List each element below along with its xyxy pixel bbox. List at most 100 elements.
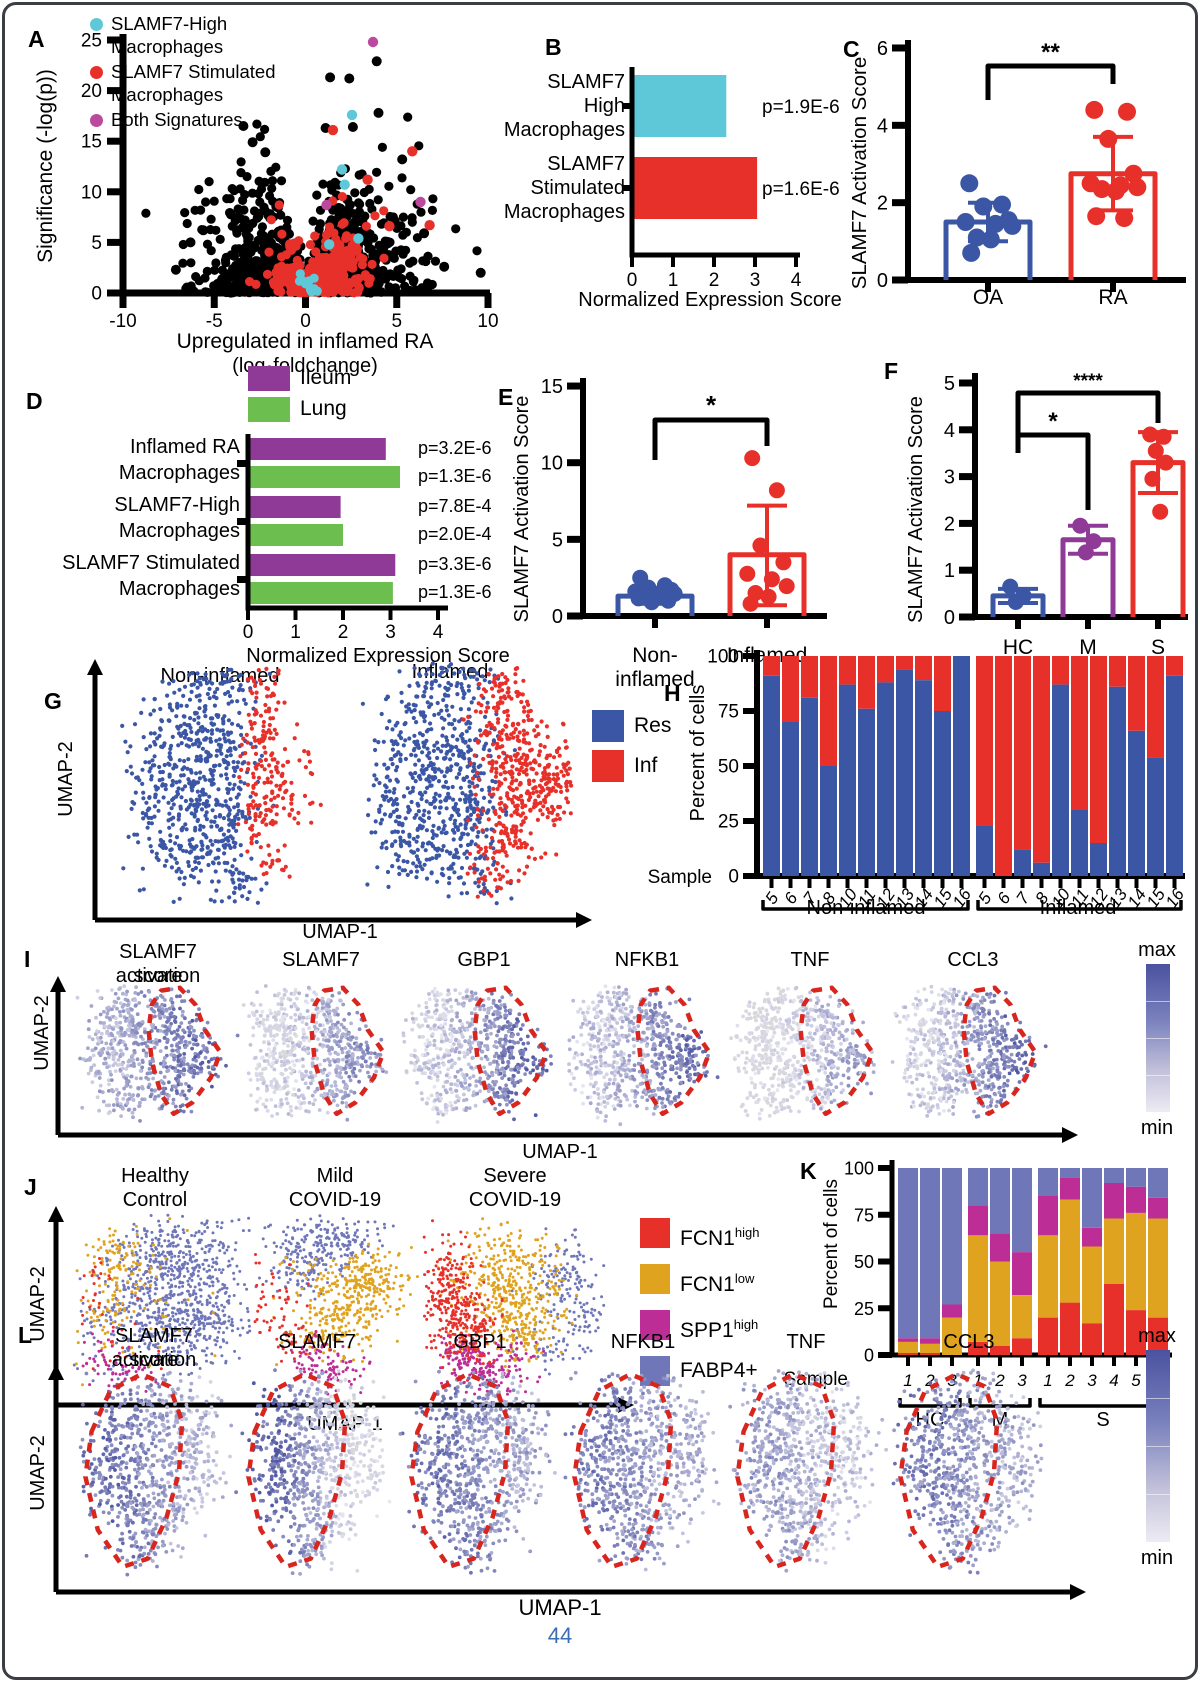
svg-text:2: 2 bbox=[877, 193, 888, 215]
legend-item: FCN1low bbox=[640, 1264, 759, 1300]
svg-text:4: 4 bbox=[791, 270, 802, 291]
panel-a-ylabel: Significance (-log(p)) bbox=[34, 69, 57, 263]
panel-i-colorbar bbox=[1146, 964, 1170, 1112]
fcn1-high-swatch-icon bbox=[640, 1218, 670, 1248]
svg-text:5: 5 bbox=[944, 373, 955, 395]
svg-text:5: 5 bbox=[91, 233, 102, 254]
panel-d-bar-chart: 0 1 2 3 4 bbox=[237, 434, 448, 643]
res-swatch-icon bbox=[592, 710, 624, 742]
panel-l-label: L bbox=[18, 1322, 33, 1348]
panel-d-pvalue: p=3.2E-6 bbox=[418, 438, 492, 458]
colorbar-min-label: min bbox=[1140, 1547, 1174, 1569]
panel-c-xcat: OA bbox=[972, 286, 1004, 309]
panel-h-group: Inflamed bbox=[1039, 897, 1117, 919]
panel-i-title: TNF bbox=[790, 949, 830, 971]
svg-text:5: 5 bbox=[552, 529, 563, 551]
legend-item: SPP1high bbox=[640, 1310, 759, 1346]
svg-text:50: 50 bbox=[718, 757, 739, 778]
panel-l-feature-plots bbox=[48, 1364, 1086, 1600]
res-inf-legend: Res Inf bbox=[592, 710, 671, 784]
svg-text:20: 20 bbox=[81, 81, 102, 102]
svg-text:10: 10 bbox=[477, 311, 498, 332]
svg-text:4: 4 bbox=[433, 622, 444, 643]
legend-item: SLAMF7 Stimulated Macrophages bbox=[90, 60, 276, 106]
panel-f-ylabel: SLAMF7 Activation Score bbox=[905, 396, 927, 623]
legend-item: SLAMF7-High Macrophages bbox=[90, 12, 276, 58]
panel-k-ylabel: Percent of cells bbox=[821, 1179, 842, 1309]
svg-text:10: 10 bbox=[541, 453, 563, 475]
svg-text:75: 75 bbox=[718, 702, 739, 723]
legend-text: SLAMF7 Stimulated bbox=[111, 61, 276, 82]
legend-text: Macrophages bbox=[111, 36, 224, 57]
panel-b-category: SLAMF7 Stimulated Macrophages bbox=[503, 153, 625, 223]
svg-text:15: 15 bbox=[541, 376, 563, 398]
panel-h-label: H bbox=[664, 680, 681, 706]
panel-g-label: G bbox=[44, 688, 62, 714]
panel-i-title: NFKB1 bbox=[614, 949, 680, 971]
panel-l-title: TNF bbox=[786, 1331, 826, 1353]
panel-c-label: C bbox=[843, 36, 860, 62]
svg-text:0: 0 bbox=[552, 606, 563, 628]
panel-e-xcat: Non-inflamed bbox=[615, 644, 695, 691]
svg-text:-10: -10 bbox=[109, 311, 136, 332]
svg-text:0: 0 bbox=[91, 284, 102, 305]
legend-text: SLAMF7-High bbox=[111, 13, 228, 34]
panel-d-legend: Ileum Lung bbox=[248, 366, 351, 424]
colorbar-min-label: min bbox=[1140, 1117, 1174, 1139]
svg-text:-5: -5 bbox=[206, 311, 223, 332]
panel-d-pvalue: p=3.3E-6 bbox=[418, 554, 492, 574]
svg-text:25: 25 bbox=[81, 31, 102, 52]
legend-item: FCN1high bbox=[640, 1218, 759, 1254]
svg-text:3: 3 bbox=[385, 622, 396, 643]
legend-item: Inf bbox=[592, 750, 671, 782]
svg-text:0: 0 bbox=[944, 607, 955, 629]
panel-i-feature-plots bbox=[50, 976, 1078, 1143]
svg-text:**: ** bbox=[1041, 39, 1060, 66]
panel-e-label: E bbox=[498, 384, 514, 410]
panel-i-title: GBP1 bbox=[457, 949, 511, 971]
panel-e-dot-plot: 0 5 10 15 * bbox=[541, 376, 827, 628]
panel-b-xlabel: Normalized Expression Score bbox=[578, 289, 842, 311]
panel-l-subtitle: score bbox=[129, 1349, 179, 1371]
svg-text:3: 3 bbox=[750, 270, 761, 291]
panel-a-label: A bbox=[28, 26, 45, 52]
panel-b-pvalue: p=1.6E-6 bbox=[762, 179, 840, 200]
panel-h-ylabel: Percent of cells bbox=[687, 684, 709, 822]
panel-a-volcano-plot: 0 5 10 15 20 25 -10 -5 0 5 10 bbox=[81, 31, 499, 333]
spp1-high-swatch-icon bbox=[640, 1310, 670, 1340]
panel-j-legend: FCN1high FCN1low SPP1high FABP4+ bbox=[640, 1218, 759, 1388]
svg-text:0: 0 bbox=[243, 622, 254, 643]
lung-swatch-icon bbox=[248, 397, 290, 422]
svg-text:2: 2 bbox=[338, 622, 349, 643]
cyan-dot-icon bbox=[90, 18, 103, 31]
panel-j-title: Healthy Control bbox=[121, 1165, 189, 1211]
panel-g-xlabel: UMAP-1 bbox=[302, 921, 378, 943]
svg-text:0: 0 bbox=[627, 270, 638, 291]
svg-text:1: 1 bbox=[290, 622, 301, 643]
svg-text:3: 3 bbox=[944, 467, 955, 489]
svg-text:6: 6 bbox=[877, 38, 888, 60]
svg-text:4: 4 bbox=[944, 420, 955, 442]
panel-l-title: SLAMF7 bbox=[278, 1331, 356, 1353]
panel-h-group: Non-inflamed bbox=[806, 897, 926, 919]
panel-b-category: SLAMF7 High Macrophages bbox=[503, 71, 625, 141]
ileum-swatch-icon bbox=[248, 366, 290, 391]
svg-text:0: 0 bbox=[728, 867, 739, 888]
svg-text:2: 2 bbox=[944, 513, 955, 535]
panel-k-stacked-bar-chart: 0255075100123123123456 bbox=[844, 1159, 1172, 1408]
svg-text:1: 1 bbox=[668, 270, 679, 291]
panel-d-row-label: SLAMF7-High Macrophages bbox=[114, 494, 240, 542]
panel-l-title: CCL3 bbox=[943, 1331, 995, 1353]
legend-item: Res bbox=[592, 710, 671, 742]
svg-text:2: 2 bbox=[709, 270, 720, 291]
panel-b-label: B bbox=[545, 34, 562, 60]
panel-d-row-label: Inflamed RA Macrophages bbox=[118, 436, 240, 484]
svg-text:10: 10 bbox=[81, 182, 102, 203]
panel-l-title: NFKB1 bbox=[610, 1331, 676, 1353]
svg-text:*: * bbox=[1048, 408, 1058, 435]
legend-item: Lung bbox=[248, 397, 351, 422]
panel-l-xlabel: UMAP-1 bbox=[518, 1595, 602, 1620]
panel-d-pvalue: p=2.0E-4 bbox=[418, 524, 492, 544]
red-dot-icon bbox=[90, 66, 103, 79]
